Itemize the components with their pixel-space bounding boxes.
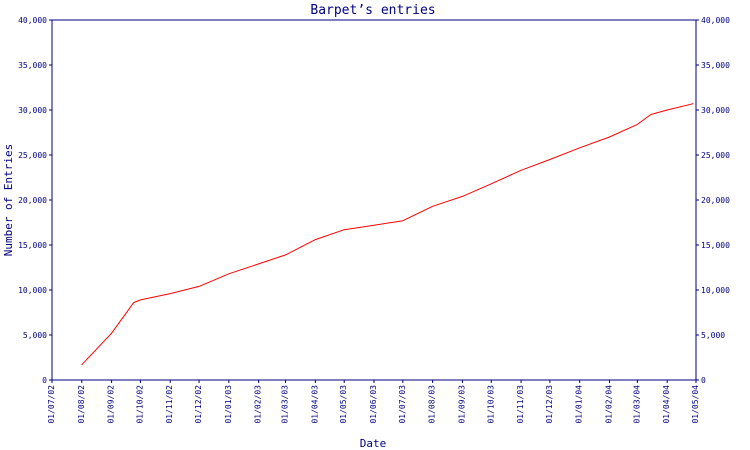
right-y-tick-label: 30,000 [701,106,730,115]
left-y-tick-label: 35,000 [18,61,47,70]
left-y-tick-label: 30,000 [18,106,47,115]
left-y-tick-label: 0 [42,376,47,385]
x-tick-label: 01/11/02 [165,385,174,424]
left-y-axis: 0 5,000 10,000 15,000 20,000 25,000 30,000 35,0… [18,16,52,385]
x-tick-label: 01/03/03 [281,385,290,424]
x-tick-label: 01/07/03 [398,385,407,424]
right-y-axis: 0 5,000 10,000 15,000 20,000 25,000 30,000 35,0… [696,16,730,385]
right-y-tick-label: 5,000 [701,331,725,340]
right-y-tick-label: 25,000 [701,151,730,160]
x-tick-label: 01/01/03 [224,385,233,424]
left-y-tick-label: 40,000 [18,16,47,25]
x-tick-label: 01/01/04 [575,385,584,424]
x-tick-label: 01/11/03 [516,385,525,424]
series-layer [81,103,694,366]
right-y-tick-label: 20,000 [701,196,730,205]
x-tick-label: 01/03/04 [632,385,641,424]
x-tick-label: 01/04/03 [310,385,319,424]
x-tick-label: 01/09/03 [457,385,466,424]
x-tick-label: 01/12/02 [194,385,203,424]
x-tick-label: 01/10/03 [486,385,495,424]
right-y-tick-label: 15,000 [701,241,730,250]
left-y-tick-label: 5,000 [23,331,47,340]
right-y-tick-label: 10,000 [701,286,730,295]
x-axis-label: Date [360,437,387,450]
x-tick-label: 01/08/03 [428,385,437,424]
x-tick-label: 01/12/03 [545,385,554,424]
x-tick-label: 01/08/02 [77,385,86,424]
y-axis-label: Number of Entries [2,144,15,257]
chart-title: Barpet’s entries [310,3,435,18]
left-y-tick-label: 15,000 [18,241,47,250]
x-tick-label: 01/04/04 [662,385,671,424]
left-y-tick-label: 20,000 [18,196,47,205]
x-tick-label: 01/10/02 [135,385,144,424]
right-y-tick-label: 40,000 [701,16,730,25]
left-y-tick-label: 25,000 [18,151,47,160]
x-tick-label: 01/02/03 [254,385,263,424]
x-axis: 01/07/02 01/08/02 01/09/02 01/10/02 01/11/02… [47,380,700,424]
plot-frame [51,19,697,381]
series-line-1 [81,103,694,366]
x-tick-label: 01/02/04 [604,385,613,424]
right-y-tick-label: 35,000 [701,61,730,70]
x-tick-label: 01/05/03 [339,385,348,424]
left-y-tick-label: 10,000 [18,286,47,295]
x-tick-label: 01/06/03 [369,385,378,424]
x-tick-label: 01/09/02 [107,385,116,424]
x-tick-label: 01/05/04 [691,385,700,424]
right-y-tick-label: 0 [701,376,706,385]
x-tick-label: 01/07/02 [47,385,56,424]
